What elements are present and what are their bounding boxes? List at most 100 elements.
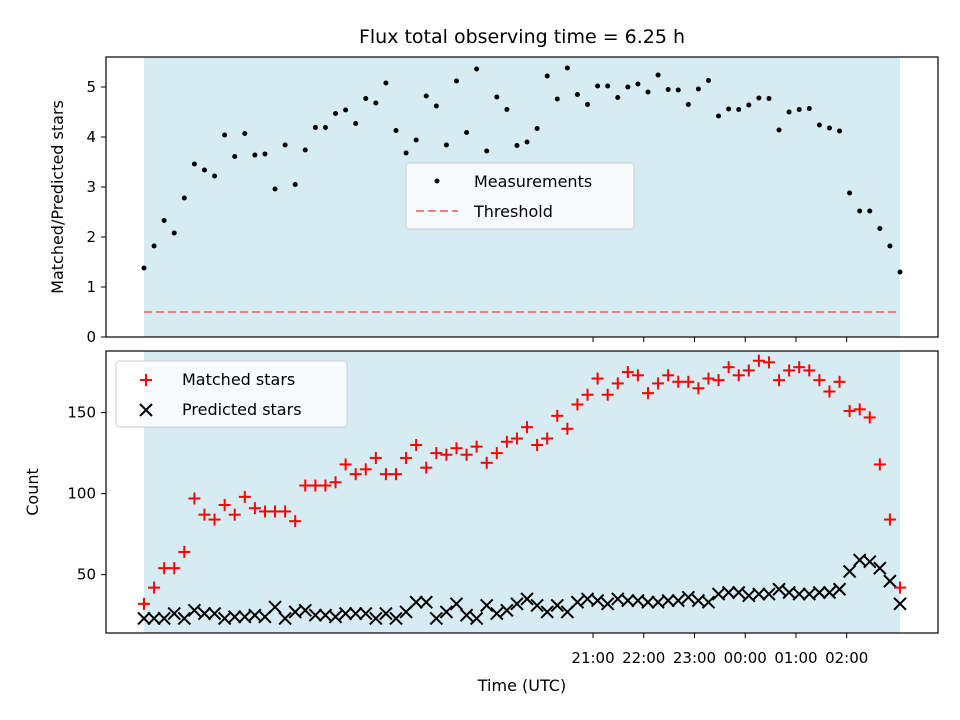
bottom-y-axis-label: Count (23, 468, 42, 516)
measurement-point (312, 125, 318, 130)
measurement-point (716, 113, 722, 119)
matched-point (309, 479, 322, 492)
matched-point (218, 498, 231, 511)
measurement-point (897, 269, 903, 275)
measurement-point (847, 190, 853, 196)
predicted-point (883, 574, 897, 588)
matched-point (833, 375, 846, 388)
measurement-point (625, 84, 631, 90)
matched-point (279, 505, 292, 518)
measurement-point (373, 100, 379, 106)
matched-point (601, 388, 614, 401)
predicted-point (752, 587, 766, 601)
predicted-point (641, 595, 655, 609)
matched-point (158, 562, 171, 575)
predicted-point (298, 603, 312, 618)
matched-point (228, 508, 241, 521)
legend-measurements-label: Measurements (474, 172, 592, 191)
matched-point (521, 421, 534, 434)
measurement-point (423, 93, 429, 99)
predicted-point (530, 598, 544, 613)
x-tick-label: 00:00 (724, 649, 767, 667)
measurement-point (171, 230, 177, 236)
matched-point (873, 458, 886, 471)
measurement-point (806, 106, 812, 111)
matched-point (198, 508, 211, 521)
measurement-point (705, 78, 711, 83)
matched-point (390, 468, 402, 481)
matched-point (410, 439, 423, 451)
predicted-point (721, 585, 736, 600)
top-y-axis-label: Matched/Predicted stars (48, 100, 67, 294)
measurement-point (655, 72, 661, 78)
predicted-point (137, 611, 151, 626)
predicted-point (510, 597, 524, 611)
matched-point (329, 476, 342, 489)
x-tick-label: 02:00 (825, 649, 868, 667)
matched-point (853, 403, 866, 416)
measurement-point (645, 89, 651, 95)
measurement-point (343, 107, 349, 113)
predicted-point (328, 610, 343, 624)
predicted-point (308, 608, 323, 622)
predicted-point (570, 595, 585, 609)
measurement-point (726, 106, 732, 112)
top-x-ticks (592, 337, 848, 342)
predicted-point (661, 593, 675, 608)
top-y-tick-label: 4 (86, 128, 96, 146)
predicted-point (449, 597, 464, 611)
matched-point (359, 463, 372, 476)
predicted-point (893, 597, 907, 611)
chart-title: Flux total observing time = 6.25 h (359, 26, 685, 48)
top-y-tick-label: 1 (86, 278, 96, 296)
predicted-point (520, 592, 534, 606)
measurement-point (413, 137, 419, 143)
predicted-point (228, 610, 242, 624)
predicted-point (873, 561, 887, 575)
matched-point (248, 502, 261, 515)
top-panel: 0 1 2 3 4 5 Matched/Predicted stars Measureme… (48, 56, 939, 346)
matched-point (420, 461, 433, 474)
matched-point (722, 361, 735, 374)
measurement-point (474, 66, 480, 72)
predicted-point (671, 593, 685, 608)
matched-point (238, 490, 251, 503)
predicted-point (389, 611, 403, 626)
matched-point (258, 505, 271, 518)
predicted-point (379, 606, 393, 621)
measurement-point (776, 127, 782, 133)
bottom-y-tick-label: 50 (77, 566, 96, 584)
matched-point (440, 448, 453, 461)
predicted-point (459, 608, 474, 622)
measurement-point (494, 94, 500, 100)
predicted-point (681, 590, 696, 605)
top-y-tick-label: 0 (86, 328, 96, 346)
matched-point (863, 411, 876, 424)
predicted-point (772, 582, 786, 596)
predicted-point (177, 611, 192, 626)
legend-predicted-marker (139, 403, 153, 417)
measurement-point (383, 80, 389, 86)
matched-point (762, 356, 775, 369)
measurement-point (363, 96, 369, 101)
measurement-point (252, 152, 258, 158)
measurement-point (524, 139, 530, 145)
measurement-point (736, 107, 742, 112)
measurement-point (353, 121, 359, 126)
measurement-point (504, 107, 510, 112)
matched-point (803, 364, 816, 377)
top-y-tick-label: 5 (86, 78, 96, 96)
predicted-point (832, 582, 847, 596)
matched-point (732, 369, 745, 382)
matched-point (591, 372, 604, 385)
matched-point (702, 372, 715, 385)
predicted-point (369, 611, 383, 626)
matched-point (369, 451, 382, 464)
matched-point (712, 374, 725, 387)
top-axes-frame (105, 56, 939, 338)
measurement-point (877, 226, 883, 231)
predicted-point (157, 611, 171, 626)
matched-point (339, 458, 352, 471)
measurement-point (857, 208, 863, 214)
top-y-tick-label: 2 (86, 228, 96, 246)
